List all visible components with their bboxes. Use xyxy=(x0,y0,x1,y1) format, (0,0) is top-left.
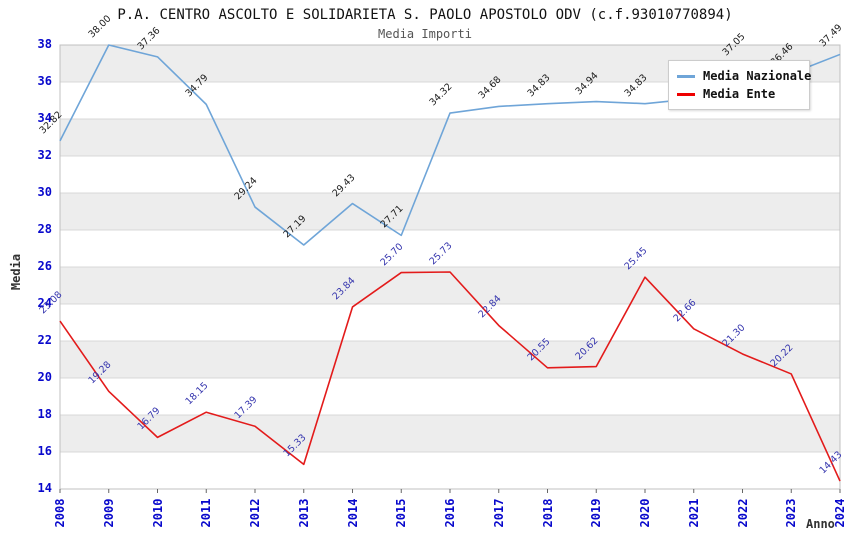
legend-label-nazionale: Media Nazionale xyxy=(703,69,812,83)
y-tick-label: 22 xyxy=(37,333,52,347)
chart-subtitle: Media Importi xyxy=(378,27,472,41)
x-tick-label: 2015 xyxy=(394,498,409,528)
x-tick-label: 2016 xyxy=(443,498,457,528)
x-tick-label: 2024 xyxy=(833,498,847,528)
x-tick-label: 2011 xyxy=(199,498,214,528)
series-line xyxy=(59,271,841,482)
grid-band xyxy=(60,415,840,452)
legend-label-ente: Media Ente xyxy=(703,87,776,101)
legend-box: Media Nazionale Media Ente xyxy=(668,60,811,110)
x-axis-title: Anno xyxy=(806,517,835,531)
y-tick-label: 18 xyxy=(37,407,52,421)
y-tick-label: 38 xyxy=(37,37,52,51)
legend-swatch-nazionale xyxy=(677,74,695,78)
y-tick-label: 16 xyxy=(37,444,52,458)
y-tick-label: 14 xyxy=(37,481,52,495)
y-tick-label: 28 xyxy=(37,222,52,236)
x-tick-label: 2010 xyxy=(150,498,165,528)
x-tick-label: 2017 xyxy=(491,498,506,528)
x-tick-label: 2023 xyxy=(784,498,799,528)
chart-title: P.A. CENTRO ASCOLTO E SOLIDARIETA S. PAO… xyxy=(117,7,733,23)
y-tick-label: 34 xyxy=(37,111,52,125)
grid-band xyxy=(60,341,840,378)
x-tick-label: 2020 xyxy=(638,498,652,528)
y-tick-label: 36 xyxy=(37,74,52,88)
x-tick-label: 2008 xyxy=(53,498,67,528)
legend-item-nazionale: Media Nazionale xyxy=(677,67,811,85)
grid-band xyxy=(60,119,840,156)
x-tick-label: 2013 xyxy=(296,498,311,528)
y-tick-label: 32 xyxy=(37,148,52,162)
legend-item-ente: Media Ente xyxy=(677,85,801,103)
y-tick-label: 26 xyxy=(37,259,52,273)
x-tick-label: 2012 xyxy=(248,498,262,528)
x-tick-label: 2018 xyxy=(540,498,555,528)
y-tick-label: 30 xyxy=(37,185,52,199)
y-axis-title: Media xyxy=(9,253,23,291)
y-tick-label: 20 xyxy=(37,370,52,384)
x-tick-label: 2009 xyxy=(101,498,116,528)
y-tick-label: 24 xyxy=(37,296,52,310)
legend-swatch-ente xyxy=(677,92,695,96)
x-tick-label: 2019 xyxy=(589,498,604,528)
x-tick-label: 2021 xyxy=(686,498,701,528)
x-tick-label: 2022 xyxy=(735,498,750,528)
x-tick-label: 2014 xyxy=(345,498,360,528)
grid-band xyxy=(60,193,840,230)
